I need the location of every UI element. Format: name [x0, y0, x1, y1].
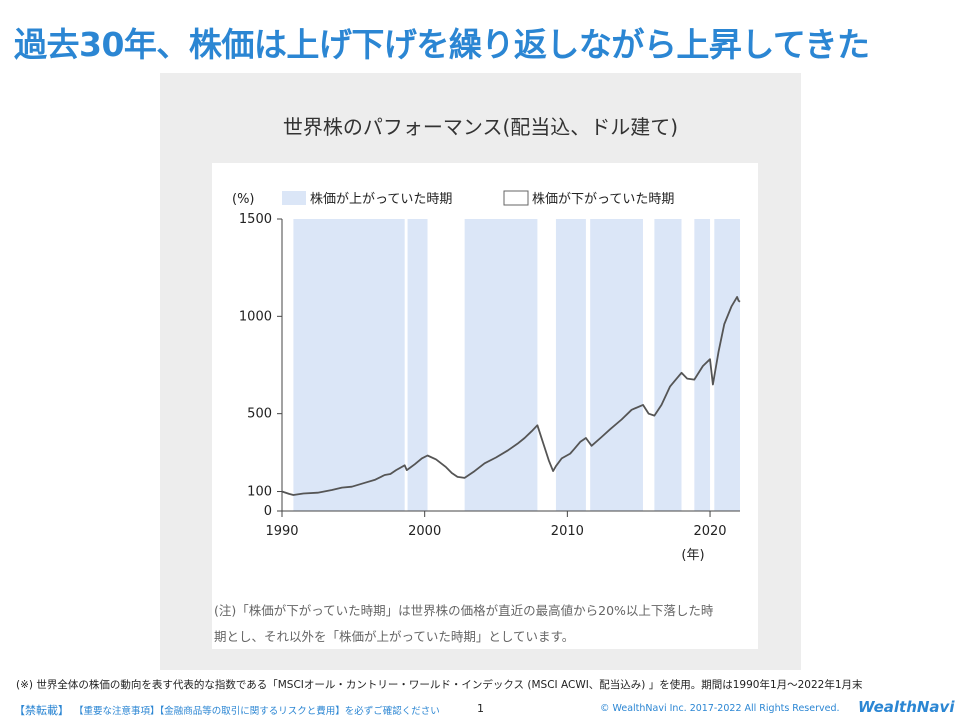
y-tick-label-0: 0 — [264, 504, 272, 519]
wealthnavi-logo: WealthNavi — [858, 698, 955, 716]
y-tick-label-1500: 1500 — [239, 212, 272, 227]
chart-panel: 世界株のパフォーマンス(配当込、ドル建て) 株価が上がっていた時期 株価が下がっ… — [160, 73, 801, 670]
note-line-1: (注)「株価が下がっていた時期」は世界株の価格が直近の最高値から20%以上下落し… — [214, 603, 714, 618]
y-tick-label-100: 100 — [247, 485, 272, 500]
forbid-label: 【禁転載】 — [14, 704, 69, 717]
axes: 0 100 500 1000 1500 1990 2000 2010 2020 — [239, 212, 740, 539]
up-period-band-2 — [464, 219, 538, 511]
x-tick-label-1990: 1990 — [265, 524, 298, 539]
legend-label-up: 株価が上がっていた時期 — [310, 192, 452, 207]
performance-chart: 株価が上がっていた時期 株価が下がっていた時期 (%) (年) 0 100 500 1… — [232, 190, 741, 563]
slide-title: 過去30年、株価は上げ下げを繰り返しながら上昇してきた — [14, 25, 870, 64]
legend-label-down: 株価が下がっていた時期 — [532, 192, 674, 207]
chart-note: (注)「株価が下がっていた時期」は世界株の価格が直近の最高値から20%以上下落し… — [214, 598, 774, 650]
x-tick-label-2010: 2010 — [551, 524, 584, 539]
y-tick-label-1000: 1000 — [239, 309, 272, 324]
page-number: 1 — [477, 702, 484, 715]
up-period-band-1 — [407, 219, 428, 511]
y-axis-label: (%) — [232, 192, 255, 207]
x-tick-label-2000: 2000 — [408, 524, 441, 539]
x-tick-label-2020: 2020 — [693, 524, 726, 539]
legend-swatch-up — [282, 191, 306, 205]
footer: 【禁転載】 【重要な注意事項】【金融商品等の取引に関するリスクと費用】を必ずご確… — [0, 697, 960, 720]
chart-card: 株価が上がっていた時期 株価が下がっていた時期 (%) (年) 0 100 500 1… — [212, 163, 758, 649]
up-period-band-6 — [694, 219, 711, 511]
series-lines — [281, 296, 741, 496]
note-line-2: 期とし、それ以外を「株価が上がっていた時期」としています。 — [214, 629, 575, 644]
chart-title: 世界株のパフォーマンス(配当込、ドル建て) — [282, 115, 679, 139]
up-period-band-4 — [590, 219, 643, 511]
up-period-band-5 — [654, 219, 682, 511]
up-period-band-7 — [714, 219, 740, 511]
copyright: © WealthNavi Inc. 2017-2022 All Rights R… — [600, 703, 840, 714]
important-notice-link[interactable]: 【重要な注意事項】【金融商品等の取引に関するリスクと費用】を必ずご確認ください — [74, 706, 440, 717]
up-period-band-0 — [293, 219, 405, 511]
x-axis-unit-label: (年) — [681, 548, 704, 563]
footnote: (※) 世界全体の株価の動向を表す代表的な指数である「MSCIオール・カントリー… — [16, 679, 863, 691]
up-periods — [293, 219, 740, 511]
series-line-0 — [281, 296, 741, 496]
up-period-band-3 — [555, 219, 586, 511]
y-tick-label-500: 500 — [247, 407, 272, 422]
legend-swatch-down — [503, 190, 529, 206]
